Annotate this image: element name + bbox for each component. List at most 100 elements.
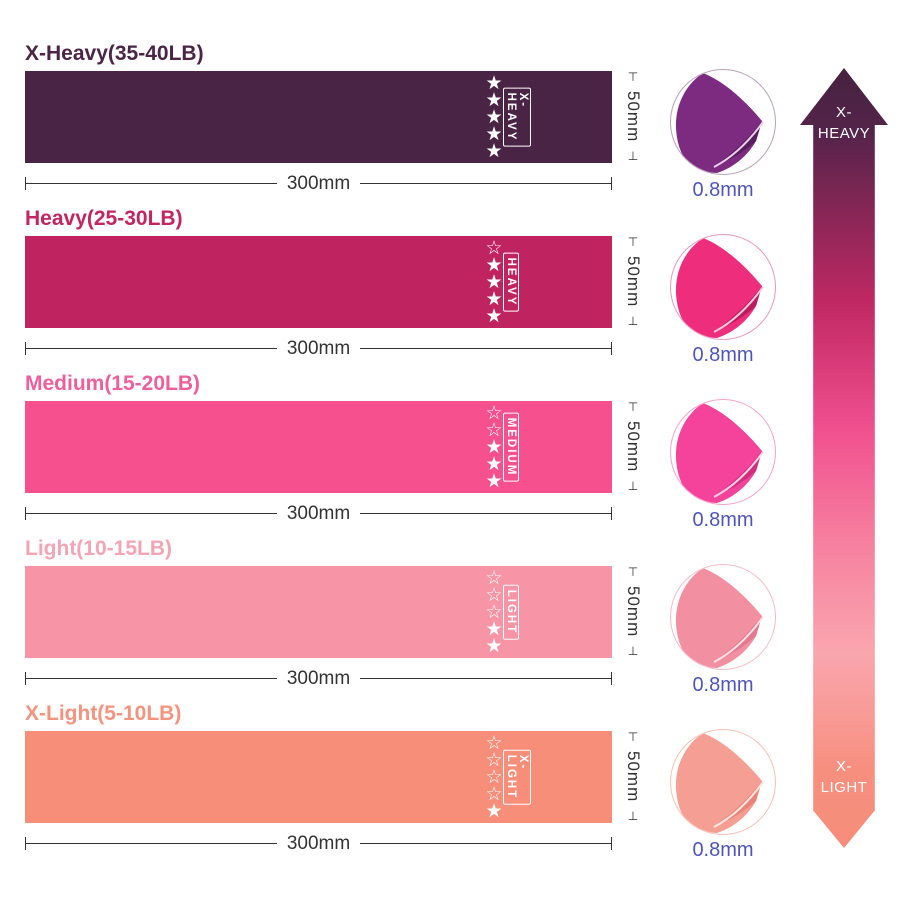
star-icon: ☆ <box>485 601 503 623</box>
band-level-label: X-LIGHT <box>503 749 531 805</box>
width-dimension-value: 300mm <box>286 668 351 689</box>
star-icon: ★ <box>485 106 503 128</box>
dimension-line <box>26 183 277 184</box>
height-dimension-value: 50mm <box>624 751 643 803</box>
width-dimension: 300mm <box>25 668 613 689</box>
star-icon: ☆ <box>485 567 503 589</box>
star-rating: ★ ★ ★ ★ ★ <box>482 73 506 161</box>
dimension-tick-top-icon: ⊤ <box>627 565 639 579</box>
dimension-tick-right <box>611 507 613 520</box>
dimension-tick-top-icon: ⊤ <box>627 235 639 249</box>
dimension-line <box>26 348 277 349</box>
band-title: Light(10-15LB) <box>25 537 172 560</box>
band-title: X-Light(5-10LB) <box>25 702 182 725</box>
star-icon: ★ <box>485 271 503 293</box>
arrow-top-label-line1: X- <box>836 104 852 121</box>
dimension-tick-left <box>25 342 26 355</box>
dimension-tick-right <box>611 177 613 190</box>
folded-band-photo <box>670 69 776 175</box>
height-dimension: ⊤ 50mm ⊥ <box>620 401 646 493</box>
band-level-label: LIGHT <box>503 584 519 640</box>
dimension-tick-right <box>611 342 613 355</box>
star-icon: ★ <box>485 288 503 310</box>
band-title: Medium(15-20LB) <box>25 372 201 395</box>
folded-band-photo <box>670 729 776 835</box>
dimension-tick-left <box>25 507 26 520</box>
folded-band-photo <box>670 234 776 340</box>
band-title: Heavy(25-30LB) <box>25 207 183 230</box>
star-icon: ★ <box>485 72 503 94</box>
width-dimension-value: 300mm <box>286 833 351 854</box>
star-rating: ☆ ☆ ☆ ☆ ★ <box>482 733 506 821</box>
star-icon: ★ <box>485 123 503 145</box>
star-icon: ★ <box>485 470 503 492</box>
dimension-line <box>26 843 277 844</box>
width-dimension-value: 300mm <box>286 503 351 524</box>
arrow-bottom-label-line2: LIGHT <box>820 779 868 796</box>
height-dimension: ⊤ 50mm ⊥ <box>620 70 646 162</box>
resistance-band: ☆ ☆ ☆ ☆ ★ X-LIGHT <box>25 731 612 823</box>
folded-band-photo <box>670 399 776 505</box>
height-dimension-value: 50mm <box>624 421 643 473</box>
resistance-band: ☆ ☆ ☆ ★ ★ LIGHT <box>25 566 612 658</box>
band-title: X-Heavy(35-40LB) <box>25 42 204 65</box>
dimension-tick-left <box>25 672 26 685</box>
dimension-tick-bottom-icon: ⊥ <box>627 478 639 493</box>
resistance-gradient-arrow: X- HEAVY X- LIGHT <box>800 68 888 848</box>
dimension-tick-top-icon: ⊤ <box>627 730 639 744</box>
thickness-label: 0.8mm <box>692 674 754 696</box>
star-rating: ☆ ★ ★ ★ ★ <box>482 238 506 326</box>
dimension-line <box>360 183 612 184</box>
dimension-line <box>360 513 612 514</box>
height-dimension: ⊤ 50mm ⊥ <box>620 730 646 823</box>
width-dimension: 300mm <box>25 503 613 524</box>
band-level-label: HEAVY <box>503 252 519 312</box>
width-dimension: 300mm <box>25 338 613 359</box>
folded-band-illustration <box>675 73 764 173</box>
thickness-label: 0.8mm <box>692 839 754 861</box>
arrow-top-label-line2: HEAVY <box>817 125 871 142</box>
arrow-top-label: X- HEAVY <box>800 102 888 144</box>
star-icon: ★ <box>485 254 503 276</box>
band-level-label: MEDIUM <box>503 412 519 482</box>
star-icon: ☆ <box>485 584 503 606</box>
star-rating: ☆ ☆ ☆ ★ ★ <box>482 568 506 656</box>
star-icon: ★ <box>485 618 503 640</box>
band-section: X-Heavy(35-40LB) ★ ★ ★ ★ ★ X-HEAVY ⊤ 50mm ⊥ … <box>0 36 900 201</box>
star-icon: ☆ <box>485 419 503 441</box>
dimension-tick-top-icon: ⊤ <box>627 70 639 84</box>
dimension-line <box>360 843 612 844</box>
thickness-label: 0.8mm <box>692 179 754 201</box>
dimension-tick-right <box>611 672 613 685</box>
band-level-label: X-HEAVY <box>503 87 531 147</box>
star-rating: ☆ ☆ ★ ★ ★ <box>482 403 506 491</box>
band-section: Heavy(25-30LB) ☆ ★ ★ ★ ★ HEAVY ⊤ 50mm ⊥ 0.8m… <box>0 201 900 366</box>
star-icon: ☆ <box>485 783 503 805</box>
star-icon: ☆ <box>485 749 503 771</box>
thickness-label: 0.8mm <box>692 344 754 366</box>
arrow-bottom-label-line1: X- <box>836 758 852 775</box>
star-icon: ★ <box>485 800 503 822</box>
resistance-band: ☆ ☆ ★ ★ ★ MEDIUM <box>25 401 612 493</box>
star-icon: ☆ <box>485 237 503 259</box>
width-dimension: 300mm <box>25 833 613 854</box>
dimension-tick-left <box>25 837 26 850</box>
width-dimension-value: 300mm <box>286 338 351 359</box>
dimension-tick-bottom-icon: ⊥ <box>627 313 639 328</box>
folded-band-illustration <box>675 238 764 338</box>
star-icon: ★ <box>485 635 503 657</box>
height-dimension: ⊤ 50mm ⊥ <box>620 565 646 658</box>
folded-band-illustration <box>675 568 764 668</box>
star-icon: ★ <box>485 305 503 327</box>
height-dimension-value: 50mm <box>624 91 643 143</box>
resistance-band: ★ ★ ★ ★ ★ X-HEAVY <box>25 71 612 163</box>
dimension-tick-bottom-icon: ⊥ <box>627 643 639 658</box>
dimension-line <box>360 678 612 679</box>
thickness-label: 0.8mm <box>692 509 754 531</box>
gradient-arrow-shape <box>800 68 888 848</box>
dimension-tick-bottom-icon: ⊥ <box>627 808 639 823</box>
star-icon: ★ <box>485 89 503 111</box>
folded-band-illustration <box>675 403 764 503</box>
width-dimension: 300mm <box>25 174 613 193</box>
